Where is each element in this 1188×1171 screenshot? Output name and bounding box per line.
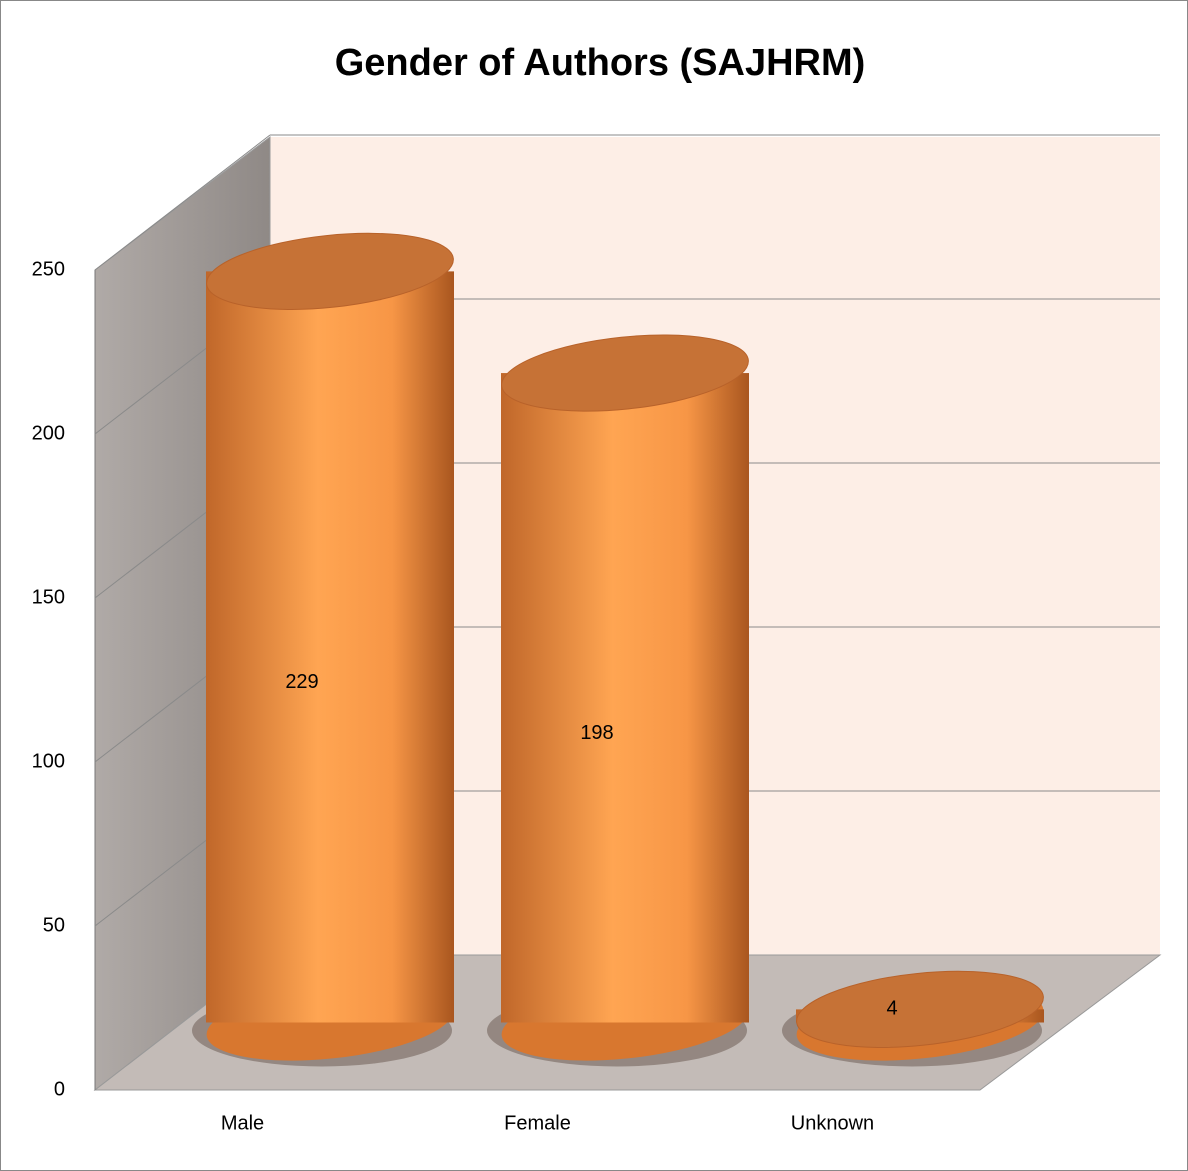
bar [796,970,1044,1061]
data-label: 198 [580,722,613,744]
x-tick-label: Unknown [791,1112,874,1134]
bar [206,232,454,1061]
y-tick-label: 150 [32,586,65,608]
grid-line [94,134,271,271]
data-label: 229 [285,671,318,693]
y-tick-label: 200 [32,422,65,444]
y-tick-label: 100 [32,750,65,772]
y-tick-label: 0 [54,1078,65,1100]
x-tick-label: Male [221,1112,264,1134]
bar [501,334,749,1061]
data-label: 4 [886,998,897,1020]
y-tick-label: 50 [43,914,65,936]
chart-title: Gender of Authors (SAJHRM) [335,42,866,84]
y-tick-label: 250 [32,258,65,280]
x-tick-label: Female [504,1112,571,1134]
